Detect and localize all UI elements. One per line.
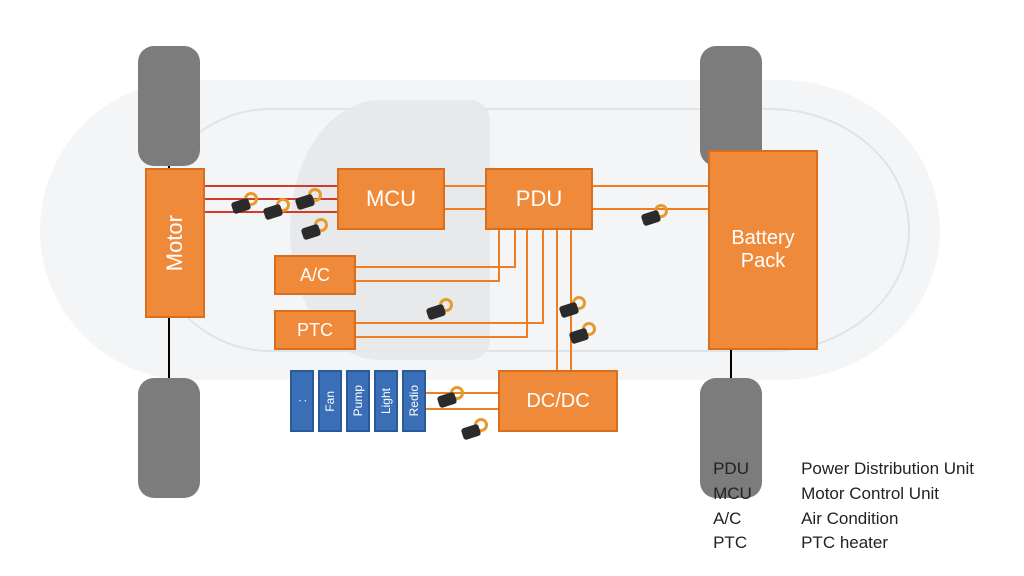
- current-clamp-icon: [425, 298, 453, 320]
- connection-line: [356, 322, 544, 324]
- legend-key: PDU: [713, 457, 769, 482]
- connection-line: [445, 185, 485, 187]
- wheel-rl: [700, 46, 762, 166]
- block-bl4: Light: [374, 370, 398, 432]
- block-bl3: Pump: [346, 370, 370, 432]
- block-pdu: PDU: [485, 168, 593, 230]
- connection-line: [356, 266, 516, 268]
- block-label: PTC: [297, 320, 333, 341]
- connection-line: [356, 280, 500, 282]
- current-clamp-icon: [436, 386, 464, 408]
- legend-value: PTC heater: [801, 531, 888, 556]
- connection-line: [205, 185, 337, 187]
- block-label: Battery Pack: [710, 227, 816, 273]
- connection-line: [542, 230, 544, 324]
- wheel-fl: [138, 46, 200, 166]
- legend-key: PTC: [713, 531, 769, 556]
- legend-row: PDU Power Distribution Unit: [713, 457, 974, 482]
- block-ac: A/C: [274, 255, 356, 295]
- connection-line: [514, 230, 516, 268]
- legend-key: MCU: [713, 482, 769, 507]
- block-bl2: Fan: [318, 370, 342, 432]
- connection-line: [526, 230, 528, 338]
- current-clamp-icon: [640, 204, 668, 226]
- block-ptc: PTC: [274, 310, 356, 350]
- wheel-fr: [138, 378, 200, 498]
- legend-value: Air Condition: [801, 507, 898, 532]
- connection-line: [426, 408, 498, 410]
- block-label: PDU: [516, 186, 562, 212]
- current-clamp-icon: [300, 218, 328, 240]
- connection-line: [356, 336, 528, 338]
- block-label: DC/DC: [526, 390, 589, 413]
- block-label: Redio: [407, 385, 421, 416]
- block-label: Light: [379, 388, 393, 414]
- block-mcu: MCU: [337, 168, 445, 230]
- block-dcdc: DC/DC: [498, 370, 618, 432]
- connection-line: [498, 230, 500, 282]
- legend-key: A/C: [713, 507, 769, 532]
- current-clamp-icon: [230, 192, 258, 214]
- legend-row: A/C Air Condition: [713, 507, 974, 532]
- current-clamp-icon: [568, 322, 596, 344]
- current-clamp-icon: [262, 198, 290, 220]
- block-motor: Motor: [145, 168, 205, 318]
- block-label: A/C: [300, 265, 330, 286]
- block-bl5: Redio: [402, 370, 426, 432]
- legend-row: MCU Motor Control Unit: [713, 482, 974, 507]
- block-label: Fan: [323, 391, 337, 412]
- legend-value: Motor Control Unit: [801, 482, 939, 507]
- block-battery: Battery Pack: [708, 150, 818, 350]
- legend: PDU Power Distribution Unit MCU Motor Contr…: [713, 457, 974, 556]
- legend-row: PTC PTC heater: [713, 531, 974, 556]
- block-label: MCU: [366, 186, 416, 212]
- block-label: :: [295, 399, 309, 402]
- block-label: Pump: [351, 385, 365, 416]
- legend-value: Power Distribution Unit: [801, 457, 974, 482]
- block-label: Motor: [162, 215, 188, 271]
- current-clamp-icon: [460, 418, 488, 440]
- connection-line: [445, 208, 485, 210]
- current-clamp-icon: [558, 296, 586, 318]
- current-clamp-icon: [294, 188, 322, 210]
- block-bl1: :: [290, 370, 314, 432]
- connection-line: [593, 185, 708, 187]
